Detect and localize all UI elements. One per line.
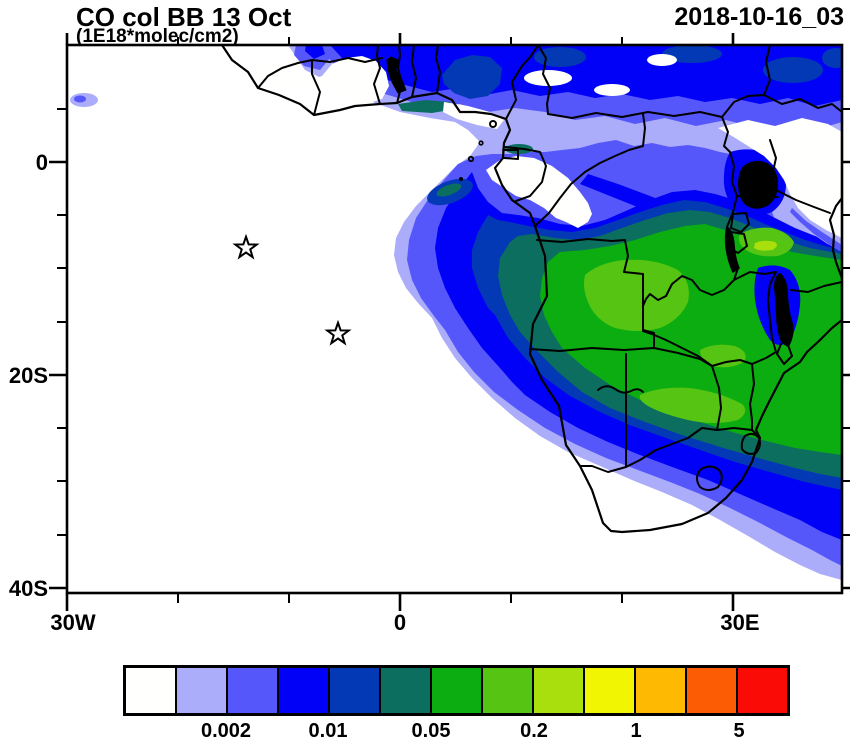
island-annobon [459,177,463,181]
colorbar-cell [736,668,787,713]
contour-fill-lightgreen-patch [639,387,746,423]
clean-air-hole [647,54,677,66]
plot-units-subtitle: (1E18*molec/cm2) [76,26,239,47]
island-sao-tome [467,155,475,163]
lon-ticks-minor-top [177,37,623,45]
contour-fill-darkblue-band-blob [662,45,722,63]
star-marker [324,319,352,346]
colorbar-cell [175,668,226,713]
colorbar-cell [328,668,379,713]
contour-fill-darkblue-band-blob [442,55,502,99]
clean-air-hole [594,84,630,96]
colorbar-cell [277,668,328,713]
lat-ticks-major-left [49,160,67,590]
contour-fill-violet-fringe [790,208,842,252]
contour-field [70,45,842,580]
colorbar-cell [685,668,736,713]
valid-time-label: 2018-10-16_03 [674,3,844,31]
contour-fill-darkblue-band-blob [534,47,586,67]
colorbar-cells [126,668,787,713]
contour-fill-lightgreen-patch [584,259,689,331]
lat-tick-label-0: 0 [35,150,48,175]
colorbar-cell [634,668,685,713]
lake-volta [386,56,407,94]
lat-tick-label-40s: 40S [8,576,48,601]
lake-victoria [738,160,778,209]
colorbar-cell [226,668,277,713]
lon-tick-label-30w: 30W [50,610,96,635]
colorbar [123,665,790,716]
lon-tick-label-30e: 30E [720,610,760,635]
lon-ticks-major-top [65,33,735,45]
okavango-delta [597,385,644,394]
contour-fill-yellowgreen-dash [754,240,777,251]
colorbar-cell [532,668,583,713]
contour-fill-darkblue-band-blob [763,57,823,83]
contour-fill-darkblue-band-blob [822,48,842,68]
colorbar-cell [481,668,532,713]
country-borders [257,45,842,491]
colorbar-cell [379,668,430,713]
colorbar-label-02: 0.2 [520,720,548,742]
star-marker [232,233,260,260]
lon-ticks-minor-bottom [177,593,623,603]
lon-tick-label-0: 0 [393,610,407,635]
lat-ticks-minor-left [57,108,67,536]
contour-fill-teal-offshore [436,183,462,197]
contour-fill-blue-guinea [305,45,325,59]
lat-ticks-major-right [842,160,850,590]
clean-air-hole [524,70,572,86]
colorbar-label-005: 0.05 [411,720,451,742]
lat-tick-label-20s: 20S [8,363,48,388]
lake-tanganyika [724,226,740,273]
colorbar-label-1: 1 [630,720,642,742]
island-principe [478,140,484,146]
colorbar-label-5: 5 [733,720,745,742]
plot-title: CO col BB 13 Oct [76,2,292,32]
clean-air-hole-gabon [486,156,592,228]
island-bioko [489,120,497,128]
colorbar-cell [126,668,175,713]
lat-ticks-minor-right [842,108,850,536]
lon-ticks-major-bottom [65,593,735,611]
plot-frame [65,43,844,595]
clean-air-hole-kenya [718,118,842,238]
colorbar-label-0002: 0.002 [200,720,252,742]
colorbar-label-001: 0.01 [308,720,348,742]
contour-fill-teal-ghana-coast [398,100,456,113]
colorbar-cell [583,668,634,713]
contour-fill-violet-speck [74,95,86,103]
lake-malawi [774,273,794,347]
colorbar-cell [430,668,481,713]
